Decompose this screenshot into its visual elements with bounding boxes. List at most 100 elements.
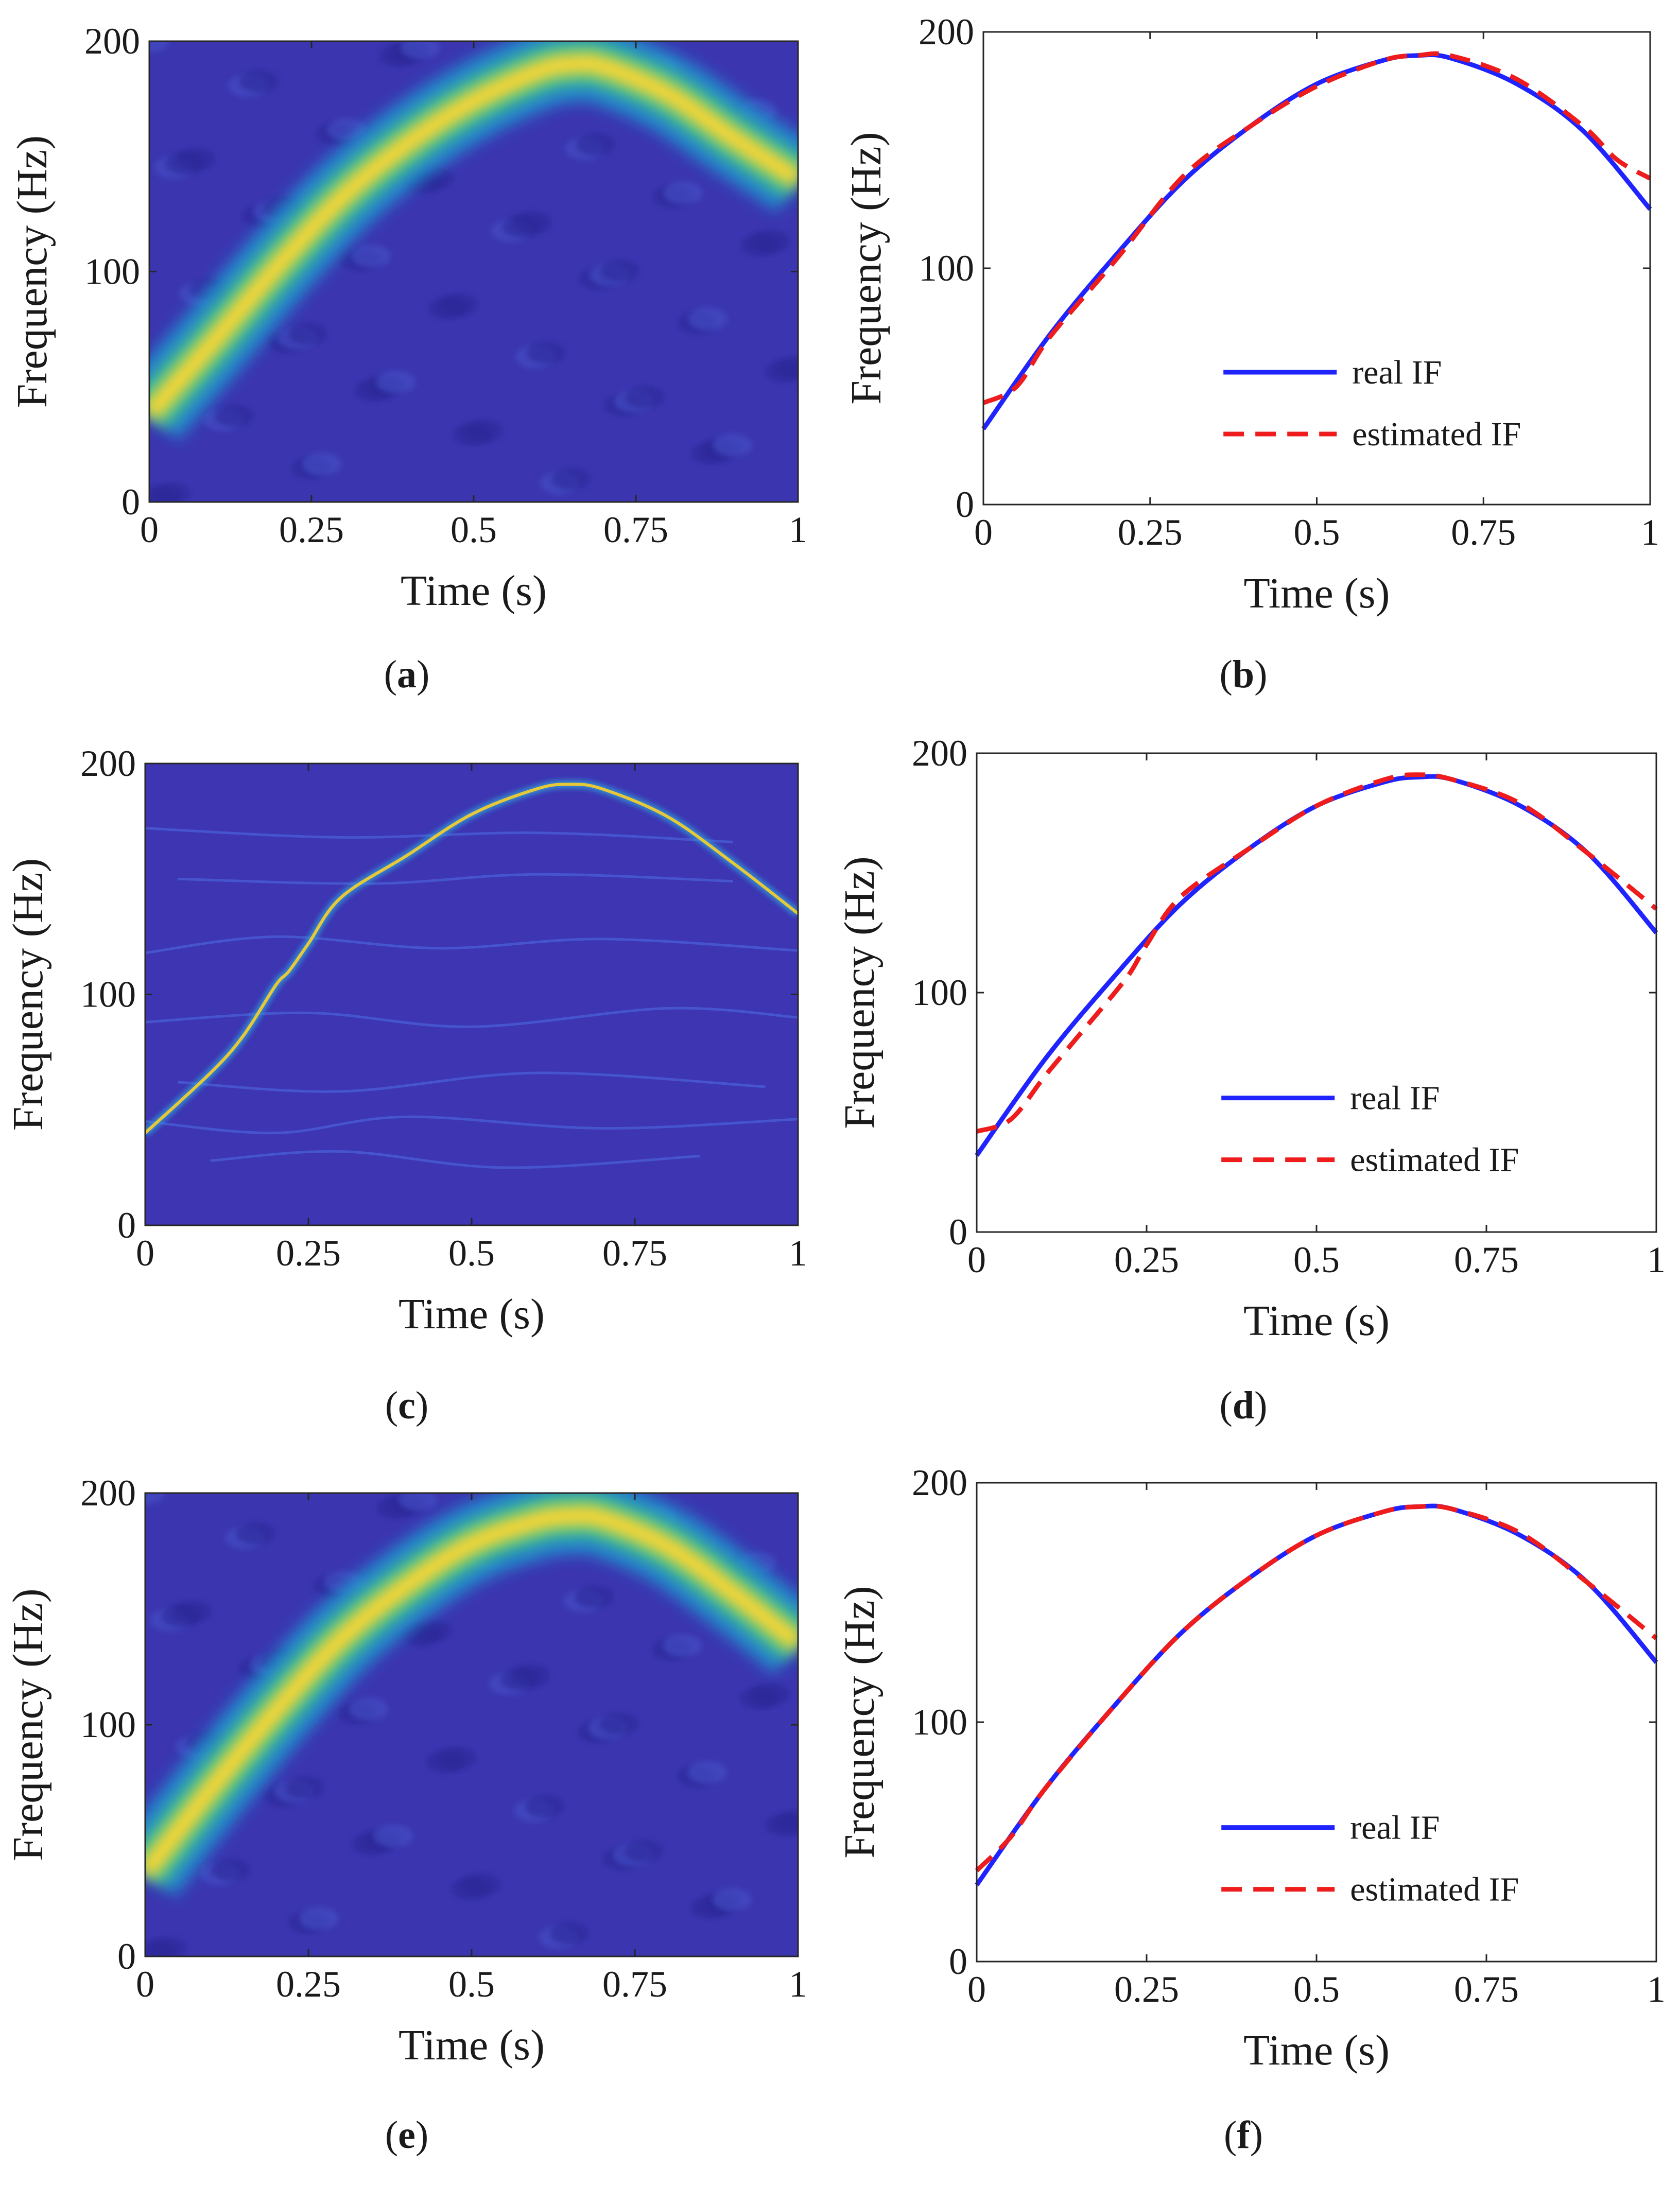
x-tick-label: 1: [789, 509, 807, 550]
y-tick-label: 200: [919, 11, 974, 53]
heatmap-noise-ridge: [145, 1115, 798, 1135]
heatmap-texture-blob: [576, 133, 615, 156]
y-tick-label: 0: [122, 481, 140, 523]
heatmap-texture-blob: [550, 1922, 590, 1945]
caption-letter: e: [398, 2113, 415, 2157]
legend-label: real IF: [1350, 1809, 1440, 1847]
caption-letter: c: [398, 1384, 415, 1427]
panel-caption: (e): [385, 2113, 428, 2157]
heatmap: [145, 764, 798, 1225]
panel-caption: (c): [385, 1384, 428, 1427]
heatmap-texture-blob: [236, 1522, 275, 1545]
heatmap-texture-blob: [751, 230, 791, 253]
caption-close: ): [1254, 1384, 1267, 1427]
heatmap-texture-blob: [148, 1936, 187, 1956]
x-tick-label: 1: [1647, 1239, 1666, 1280]
x-tick-label: 0.75: [1451, 512, 1516, 553]
x-axis-label: Time (s): [1244, 569, 1390, 617]
heatmap-texture-blob: [600, 259, 640, 282]
x-tick-label: 0.5: [448, 1964, 495, 2005]
heatmap-texture-blob: [511, 1663, 551, 1687]
heatmap-texture-blob: [775, 1810, 798, 1833]
heatmap-texture-blob: [399, 1493, 438, 1511]
y-tick-label: 0: [949, 1211, 967, 1253]
estimated-if-line: [976, 772, 1658, 1134]
x-tick-label: 0.25: [279, 509, 344, 550]
panel-caption: (d): [1220, 1384, 1268, 1427]
caption-letter: d: [1233, 1384, 1254, 1427]
heatmap-texture-blob: [239, 70, 279, 93]
caption-close: ): [415, 1384, 428, 1427]
heatmap-texture-blob: [599, 1712, 639, 1736]
heatmap-texture-blob: [412, 1619, 452, 1642]
x-tick-label: 0: [140, 509, 159, 550]
caption-close: ): [417, 653, 429, 696]
caption-open: (: [385, 1384, 398, 1427]
heatmap-texture-blob: [149, 41, 169, 53]
heatmap-texture-blob: [299, 1907, 339, 1930]
heatmap-texture-blob: [302, 453, 342, 476]
caption-open: (: [1220, 1384, 1233, 1427]
caption-open: (: [1220, 653, 1233, 696]
panel-caption: (b): [1220, 653, 1268, 696]
x-tick-label: 0.25: [276, 1233, 341, 1274]
x-tick-label: 0.5: [1293, 1969, 1340, 2010]
heatmap-noise-ridge: [210, 1150, 700, 1169]
heatmap-texture-blob: [688, 307, 728, 331]
heatmap-texture-blob: [349, 1697, 388, 1721]
heatmap-noise-ridge: [178, 1071, 766, 1093]
heatmap-texture-blob: [525, 1795, 565, 1818]
x-axis-label: Time (s): [1243, 1297, 1390, 1345]
panel-a: 0 0.25 0.5 0.75 1 0 100 200 Time (s) Frequency (H…: [8, 21, 807, 696]
caption-open: (: [385, 2113, 398, 2157]
heatmap-texture-blob: [713, 433, 752, 457]
heatmap-texture-blob: [712, 1888, 752, 1911]
x-tick-label: 0: [967, 1969, 986, 2010]
heatmap-texture-blob: [151, 482, 191, 502]
y-axis-label: Frequency (Hz): [4, 1588, 52, 1861]
heatmap-noise-ridge: [145, 1007, 798, 1028]
x-tick-label: 0.25: [1118, 512, 1183, 553]
heatmap-texture-blob: [663, 181, 703, 204]
heatmap-texture-blob: [663, 1634, 702, 1657]
heatmap-texture-blob: [751, 1683, 790, 1706]
heatmap-texture-blob: [211, 1858, 251, 1881]
heatmap-texture-blob: [463, 419, 503, 442]
heatmap-texture-blob: [527, 341, 566, 365]
legend-label: estimated IF: [1352, 415, 1521, 453]
panel-b: real IF estimated IF 0 0.25 0.5 0.75 1 0 100 200 T…: [842, 11, 1659, 696]
real-if-line: [981, 52, 1652, 430]
heatmap-texture-blob: [513, 211, 552, 234]
x-tick-label: 0.75: [602, 1233, 667, 1274]
heatmap-texture-blob: [373, 1825, 413, 1847]
panel-caption: (f): [1224, 2113, 1263, 2157]
y-tick-label: 0: [117, 1936, 136, 1977]
caption-open: (: [1224, 2113, 1237, 2157]
heatmap-ridge: [145, 783, 798, 1134]
y-tick-label: 200: [912, 733, 967, 774]
legend-label: real IF: [1352, 354, 1442, 391]
heatmap-noise-ridge: [178, 873, 733, 885]
y-tick-label: 100: [912, 1702, 967, 1743]
x-tick-label: 0.75: [1454, 1239, 1519, 1280]
x-tick-label: 0: [136, 1233, 154, 1274]
caption-letter: b: [1233, 653, 1254, 696]
x-tick-label: 0.25: [276, 1964, 341, 2005]
y-tick-label: 100: [919, 248, 974, 289]
x-axis-label: Time (s): [399, 1290, 545, 1338]
caption-letter: f: [1237, 2113, 1251, 2157]
heatmap-texture-blob: [687, 1761, 727, 1784]
heatmap-texture-blob: [288, 322, 328, 345]
y-tick-label: 100: [80, 974, 136, 1015]
x-tick-label: 1: [1647, 1969, 1666, 2010]
x-tick-label: 0.25: [1114, 1969, 1179, 2010]
panel-caption: (a): [384, 653, 430, 696]
x-tick-label: 0.75: [1454, 1969, 1519, 2010]
y-axis-label: Frequency (Hz): [836, 1586, 884, 1858]
y-tick-label: 0: [117, 1205, 136, 1246]
caption-open: (: [384, 653, 397, 696]
heatmap-texture-blob: [462, 1873, 501, 1896]
heatmap-ridge: [149, 53, 798, 422]
x-axis-label: Time (s): [401, 567, 547, 615]
panel-f: real IF estimated IF 0 0.25 0.5 0.75 1 0 100 200 T…: [836, 1462, 1666, 2157]
